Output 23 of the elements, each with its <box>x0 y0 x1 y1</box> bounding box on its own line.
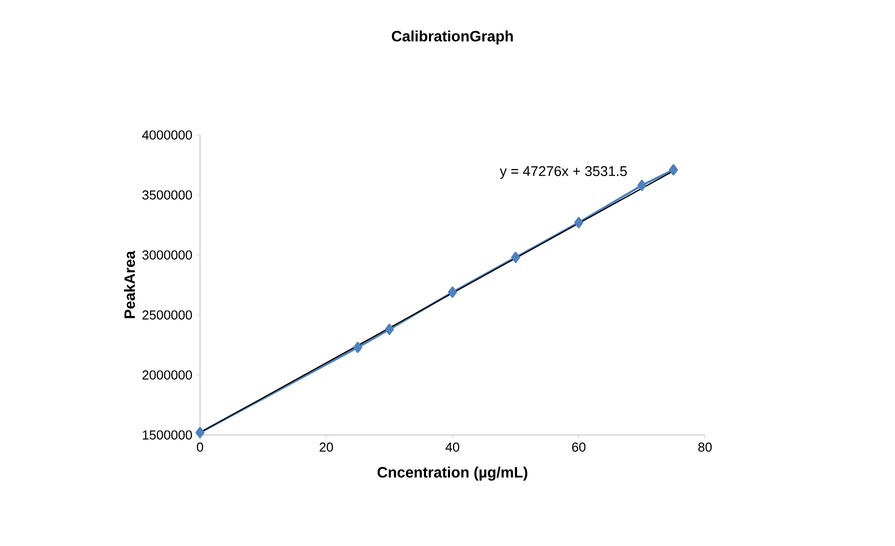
point <box>574 216 584 228</box>
y-tick-label: 1500000 <box>142 430 192 440</box>
y-tick-label: 2000000 <box>142 370 192 380</box>
y-tick-label: 3000000 <box>142 250 192 260</box>
point <box>668 164 678 176</box>
point <box>637 180 646 191</box>
x-axis-title: Cncentration (µg/mL) <box>378 466 528 481</box>
y-axis-title: PeakArea <box>124 250 135 318</box>
x-tick-label: 40 <box>446 442 460 452</box>
point <box>448 286 457 298</box>
annotation: y = 47276x + 3531.5 <box>500 166 627 179</box>
x-tick-label: 20 <box>320 442 333 452</box>
point <box>511 252 520 263</box>
x-tick-label: 80 <box>698 442 712 452</box>
x-tick-label: 60 <box>572 442 586 452</box>
point <box>353 342 362 353</box>
point <box>384 324 394 335</box>
point <box>196 426 204 438</box>
x-tick-label: 0 <box>196 442 204 452</box>
chart-title: CalibrationGraph <box>392 30 513 44</box>
y-tick-label: 2500000 <box>142 310 192 320</box>
y-tick-label: 4000000 <box>142 130 192 140</box>
y-tick-label: 3500000 <box>142 190 192 200</box>
